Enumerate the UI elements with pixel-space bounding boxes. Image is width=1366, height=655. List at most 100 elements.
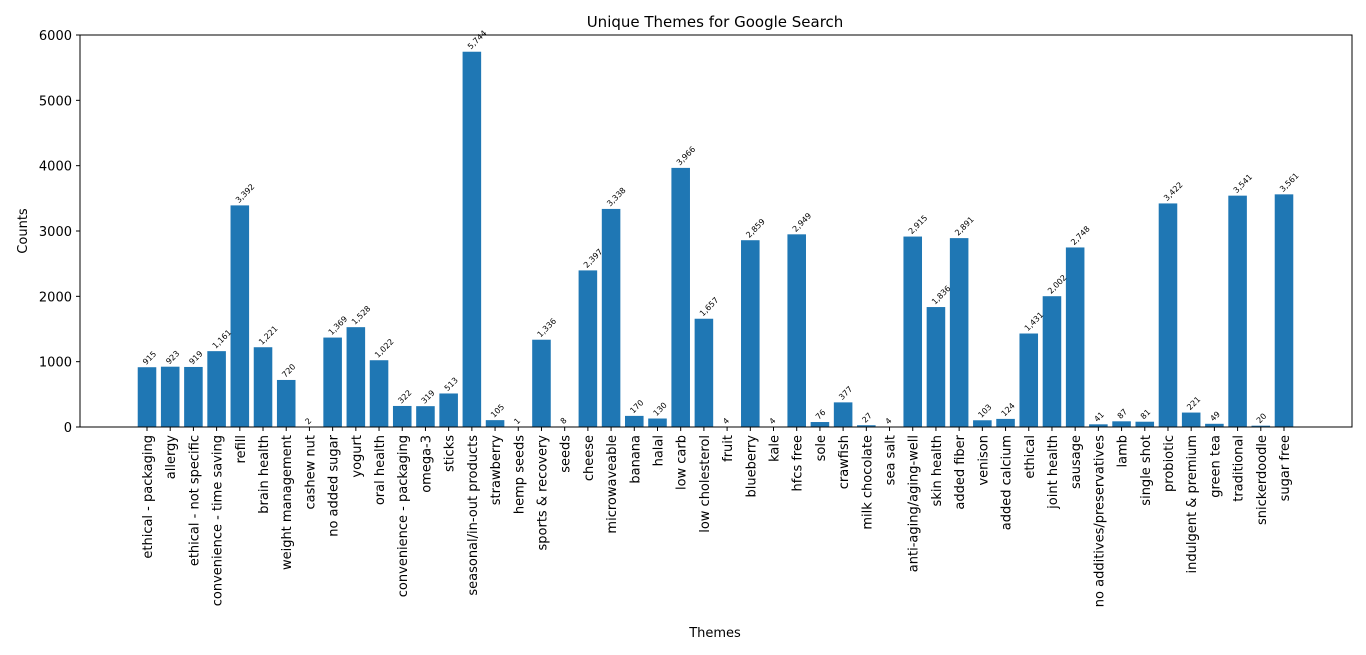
bar <box>648 418 667 427</box>
x-tick-label: allergy <box>164 435 179 480</box>
bar <box>485 420 505 427</box>
bar <box>416 406 435 427</box>
x-tick-label: fruit <box>721 435 736 462</box>
bar <box>230 205 250 427</box>
x-tick-label: sausage <box>1069 435 1084 489</box>
bar <box>857 425 876 427</box>
x-tick-label: seasonal/in-out products <box>466 435 481 596</box>
bar <box>1042 296 1062 427</box>
x-tick-label: added fiber <box>953 434 968 509</box>
chart-title: Unique Themes for Google Search <box>587 13 844 31</box>
x-tick-label: halal <box>651 435 666 466</box>
x-tick-label: traditional <box>1232 435 1247 502</box>
data-label: 4 <box>768 416 778 426</box>
x-tick-label: yogurt <box>350 435 365 478</box>
x-tick-label: sea salt <box>884 435 899 485</box>
x-tick-label: cheese <box>582 435 597 481</box>
bar <box>137 367 157 427</box>
bar <box>601 208 621 427</box>
x-tick-label: kale <box>768 435 783 462</box>
bar <box>1181 412 1201 427</box>
bar <box>949 238 969 427</box>
y-tick-label: 3000 <box>39 225 72 240</box>
bar <box>207 351 226 427</box>
data-label: 4 <box>884 416 894 426</box>
bar <box>253 347 273 427</box>
x-tick-label: sports & recovery <box>535 435 550 551</box>
bar <box>973 420 992 427</box>
bar <box>439 393 458 427</box>
x-tick-label: low cholesterol <box>698 435 713 533</box>
y-tick-label: 0 <box>64 421 72 436</box>
x-tick-label: seeds <box>559 435 574 473</box>
x-tick-label: sticks <box>443 435 458 472</box>
y-tick-label: 1000 <box>39 356 72 371</box>
bar <box>1112 421 1131 427</box>
bar <box>276 379 296 427</box>
data-label: 8 <box>559 416 569 426</box>
bar <box>369 360 389 427</box>
y-tick-label: 2000 <box>39 290 72 305</box>
x-tick-label: sugar free <box>1278 435 1293 501</box>
x-tick-label: cashew nut <box>303 435 318 509</box>
y-tick-label: 6000 <box>39 29 72 44</box>
x-tick-label: ethical - packaging <box>141 435 156 559</box>
bar <box>741 240 760 427</box>
x-axis: ethical - packaging allergy ethical - not … <box>141 427 1293 607</box>
y-tick-label: 5000 <box>39 94 72 109</box>
x-tick-label: convenience - time saving <box>211 435 226 606</box>
x-tick-label: banana <box>628 435 643 484</box>
y-axis: 0 1000 2000 3000 4000 5000 6000 <box>39 29 80 436</box>
bar <box>1089 424 1108 427</box>
bar <box>903 236 923 427</box>
bar <box>996 418 1015 427</box>
x-axis-label: Themes <box>688 626 741 641</box>
bar <box>578 270 598 427</box>
bars-group <box>137 51 1294 427</box>
x-tick-label: no additives/preservatives <box>1092 435 1107 607</box>
bar <box>1158 203 1178 427</box>
x-tick-label: ethical - not specific <box>187 435 202 566</box>
bar <box>532 339 551 427</box>
x-tick-label: brain health <box>257 435 272 514</box>
y-axis-label: Counts <box>16 208 31 254</box>
bar <box>184 366 203 427</box>
x-tick-label: low carb <box>675 435 690 490</box>
x-tick-label: skin health <box>930 435 945 506</box>
x-tick-label: ethical <box>1023 435 1038 479</box>
x-tick-label: green tea <box>1208 435 1223 498</box>
bar <box>926 307 946 427</box>
bar <box>462 51 482 427</box>
x-tick-label: strawberry <box>489 435 504 506</box>
x-tick-label: added calcium <box>1000 435 1015 530</box>
x-tick-label: probiotic <box>1162 435 1177 492</box>
bar <box>694 318 714 427</box>
bar <box>1135 421 1155 427</box>
bar <box>323 337 342 427</box>
bar <box>1205 423 1224 427</box>
data-label: 2 <box>303 416 313 426</box>
data-label: 4 <box>721 416 731 426</box>
bar <box>1065 247 1085 427</box>
x-tick-label: venison <box>976 435 991 486</box>
bar <box>833 402 853 427</box>
bar <box>787 234 806 427</box>
x-tick-label: snickerdoodle <box>1255 435 1270 525</box>
x-tick-label: anti-aging/aging-well <box>907 435 922 572</box>
bar <box>1019 333 1039 427</box>
x-tick-label: milk chocolate <box>860 435 875 530</box>
bar <box>346 327 366 427</box>
bar <box>1228 195 1247 427</box>
bar <box>671 167 690 427</box>
bar <box>810 422 830 427</box>
data-label: 1 <box>512 416 522 426</box>
x-tick-label: weight management <box>280 435 295 570</box>
x-tick-label: single shot <box>1139 435 1154 506</box>
x-tick-label: indulgent & premium <box>1185 435 1200 573</box>
bar <box>1251 425 1271 427</box>
bar <box>160 366 180 427</box>
x-tick-label: hfcs free <box>791 435 806 492</box>
x-tick-label: oral health <box>373 435 388 505</box>
x-tick-label: refill <box>234 435 249 463</box>
